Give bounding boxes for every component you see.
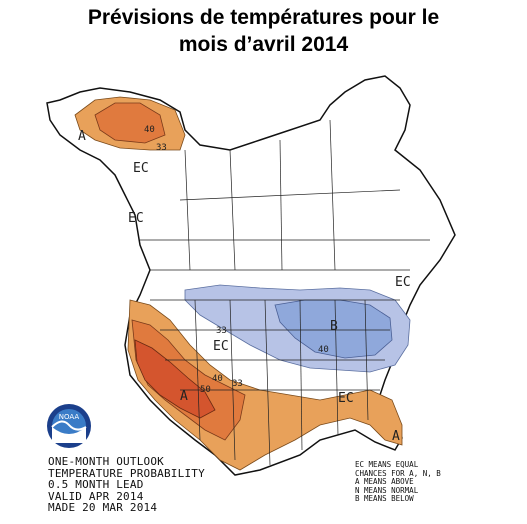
map-title-line2: mois d’avril 2014 (178, 33, 349, 56)
label-alaska-33: 33 (156, 143, 167, 153)
legend-line5: B MEANS BELOW (355, 494, 414, 503)
label-south-ec: EC (338, 391, 354, 406)
political-boundaries (140, 119, 430, 466)
label-central-ec: EC (213, 339, 229, 354)
label-central-33: 33 (216, 326, 227, 336)
map-title-line1: Prévisions de températures pour le (87, 6, 440, 29)
legend-line1: EC MEANS EQUAL (355, 460, 419, 469)
legend-line3: A MEANS ABOVE (355, 477, 414, 486)
label-pacific-ec: EC (128, 211, 144, 226)
label-southwest-40: 40 (212, 374, 223, 384)
label-southwest-33: 33 (232, 379, 243, 389)
label-southwest-50: 50 (200, 385, 211, 395)
outlook-info-line4: VALID APR 2014 (48, 489, 144, 503)
label-alaska-40: 40 (144, 125, 155, 135)
legend-line2: CHANCES FOR A, N, B (355, 468, 441, 478)
alaska-above-40 (94, 102, 166, 144)
noaa-logo-graphic: NOAA (47, 404, 91, 448)
label-west-canada-ec: EC (133, 161, 149, 176)
map-legend: EC MEANS EQUAL CHANCES FOR A, N, B A MEA… (355, 460, 441, 504)
label-alaska-above: A (78, 129, 86, 144)
outlook-info-line3: 0.5 MONTH LEAD (48, 478, 144, 491)
map-title: Prévisions de températures pour le mois … (0, 4, 527, 58)
noaa-logo: NOAA (46, 403, 92, 449)
label-east-canada-ec: EC (395, 275, 411, 290)
south-above-33 (127, 299, 403, 471)
label-below-40: 40 (318, 345, 329, 355)
outlook-info-line2: TEMPERATURE PROBABILITY (48, 466, 205, 480)
label-southwest-above: A (180, 389, 188, 404)
outlook-info-line5: MADE 20 MAR 2014 (48, 501, 158, 514)
label-florida-above: A (392, 429, 400, 444)
label-great-lakes-below: B (330, 319, 338, 334)
outlook-info: ONE-MONTH OUTLOOK TEMPERATURE PROBABILIT… (48, 456, 205, 514)
outlook-info-line1: ONE-MONTH OUTLOOK (48, 455, 164, 468)
legend-line4: N MEANS NORMAL (355, 485, 419, 495)
noaa-logo-text: NOAA (59, 413, 80, 421)
